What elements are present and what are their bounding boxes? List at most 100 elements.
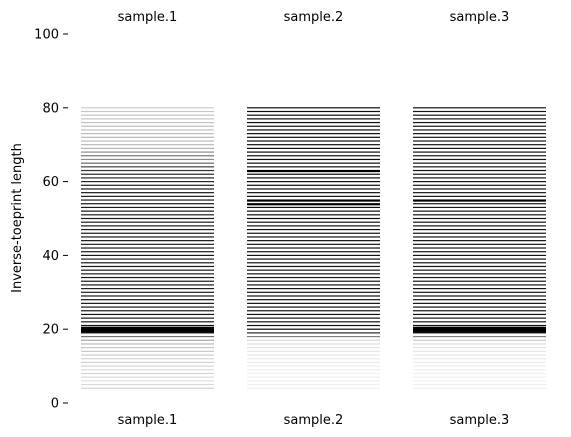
barcode-line — [413, 383, 546, 386]
barcode-line — [413, 265, 546, 268]
barcode-line — [413, 155, 546, 157]
barcode-line — [413, 313, 546, 316]
barcode-line — [247, 324, 380, 327]
barcode-line — [413, 276, 546, 279]
barcode-line — [81, 199, 214, 201]
barcode-line — [247, 369, 380, 371]
y-tick-label: 80 — [42, 101, 59, 116]
barcode-line — [413, 110, 546, 113]
barcode-line — [81, 151, 214, 153]
barcode-line — [81, 317, 214, 319]
barcode-line — [247, 173, 380, 175]
barcode-line — [413, 147, 546, 149]
barcode-line — [413, 107, 546, 109]
barcode-line — [413, 195, 546, 197]
barcode-line — [81, 177, 214, 179]
barcode-line — [81, 376, 214, 378]
barcode-line — [81, 210, 214, 212]
barcode-line — [247, 243, 380, 245]
barcode-line — [247, 302, 380, 304]
barcode-line — [247, 262, 380, 264]
barcode-line — [413, 192, 546, 194]
barcode-line — [247, 228, 380, 231]
barcode-line — [413, 288, 546, 290]
barcode-line — [413, 335, 546, 338]
barcode-line — [413, 125, 546, 127]
barcode-line — [81, 169, 214, 172]
barcode-line — [81, 284, 214, 286]
barcode-line — [81, 328, 214, 331]
barcode-line — [413, 328, 546, 331]
barcode-line — [81, 125, 214, 127]
sample-label-top: sample.2 — [284, 10, 344, 25]
barcode-line — [247, 144, 380, 146]
barcode-line — [247, 129, 380, 131]
barcode-line — [81, 236, 214, 238]
barcode-line — [413, 232, 546, 234]
barcode-line — [413, 350, 546, 352]
barcode-line — [81, 273, 214, 275]
barcode-line — [81, 330, 214, 333]
barcode-line — [81, 365, 214, 367]
barcode-line — [247, 232, 380, 234]
barcode-line — [413, 188, 546, 190]
barcode-line — [81, 147, 214, 149]
barcode-line — [247, 284, 380, 286]
barcode-line — [413, 217, 546, 220]
barcode-line — [247, 151, 380, 153]
barcode-line — [413, 358, 546, 360]
barcode-line — [413, 326, 546, 329]
barcode-line — [81, 321, 214, 323]
barcode-line — [81, 302, 214, 304]
barcode-line — [81, 380, 214, 382]
barcode-line — [81, 265, 214, 268]
barcode-line — [413, 118, 546, 120]
barcode-line — [413, 144, 546, 146]
barcode-line — [413, 210, 546, 212]
barcode-line — [413, 321, 546, 323]
barcode-line — [81, 240, 214, 242]
barcode-line — [413, 343, 546, 345]
barcode-line — [413, 284, 546, 286]
barcode-line — [81, 118, 214, 120]
barcode-line — [247, 140, 380, 142]
barcode-line — [247, 321, 380, 323]
barcode-line — [413, 347, 546, 349]
barcode-line — [81, 251, 214, 253]
barcode-line — [413, 262, 546, 264]
barcode-line — [413, 133, 546, 135]
barcode-line — [247, 254, 380, 256]
barcode-line — [247, 361, 380, 364]
barcode-line — [413, 387, 546, 389]
y-tick-label: 40 — [42, 249, 59, 264]
sample-panels — [81, 107, 546, 389]
barcode-line — [81, 369, 214, 371]
barcode-line — [413, 291, 546, 293]
barcode-line — [81, 162, 214, 164]
barcode-line — [247, 133, 380, 135]
sample-label-bottom: sample.1 — [118, 413, 178, 428]
barcode-line — [413, 243, 546, 245]
barcode-line — [413, 269, 546, 271]
barcode-line — [247, 203, 380, 206]
barcode-line — [247, 313, 380, 316]
barcode-line — [247, 276, 380, 279]
barcode-line — [81, 173, 214, 175]
sample-panel — [81, 107, 214, 389]
barcode-line — [81, 288, 214, 290]
barcode-line — [413, 299, 546, 301]
barcode-line — [81, 343, 214, 345]
barcode-line — [413, 247, 546, 249]
barcode-line — [81, 155, 214, 157]
barcode-line — [81, 140, 214, 142]
barcode-line — [81, 129, 214, 131]
barcode-line — [81, 184, 214, 186]
barcode-line — [81, 313, 214, 316]
sample-labels: sample.1 sample.1 sample.2 sample.2 sample.3… — [118, 10, 510, 428]
barcode-line — [81, 291, 214, 293]
barcode-line — [81, 262, 214, 264]
barcode-line — [413, 273, 546, 275]
barcode-line — [247, 387, 380, 389]
